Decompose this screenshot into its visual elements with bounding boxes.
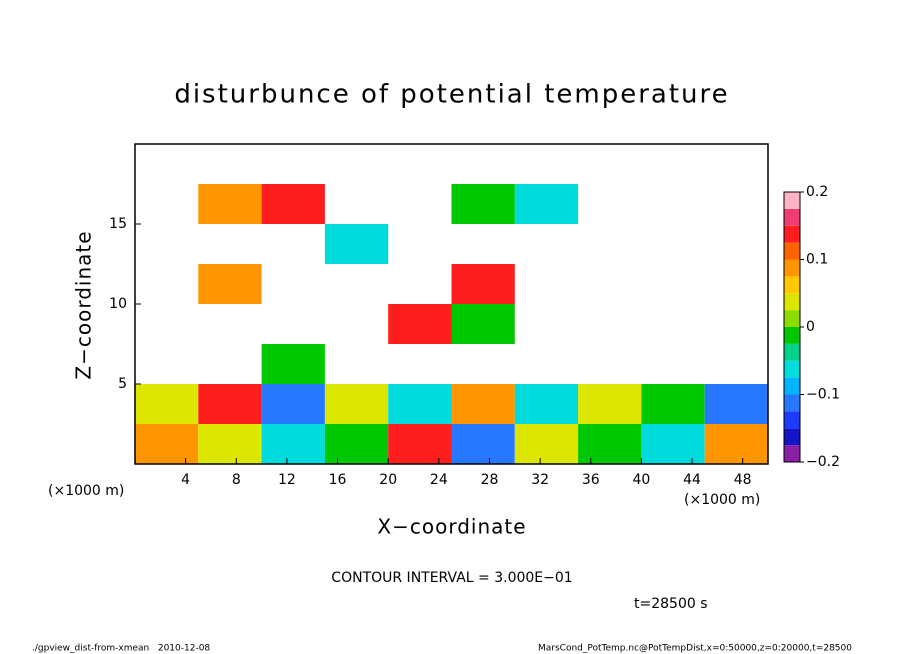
chart-title: disturbunce of potential temperature [174, 80, 729, 110]
colorbar-segment [784, 310, 800, 327]
time-label: t=28500 s [634, 596, 708, 612]
x-tick-label: 24 [430, 472, 448, 488]
footer-right: MarsCond_PotTemp.nc@PotTempDist,x=0:5000… [538, 644, 852, 654]
heat-cell [388, 304, 452, 344]
x-tick-label: 44 [683, 472, 701, 488]
x-unit-label: (×1000 m) [48, 483, 124, 499]
colorbar-segment [784, 208, 800, 226]
heat-cell [261, 384, 325, 424]
heat-cell [324, 384, 389, 424]
heat-cell [324, 424, 389, 464]
x-unit-label: (×1000 m) [684, 492, 760, 508]
heat-cell [514, 184, 579, 224]
heat-cell [388, 424, 452, 464]
heat-cell [641, 384, 705, 424]
colorbar-tick-label: 0 [806, 319, 815, 335]
x-tick-label: 4 [181, 472, 190, 488]
heat-cell [704, 384, 768, 424]
colorbar-segment [784, 259, 800, 277]
heat-cell [451, 424, 515, 464]
heat-cell [135, 384, 199, 424]
colorbar-segment [784, 445, 800, 462]
x-tick-label: 20 [379, 472, 397, 488]
heat-cell [198, 384, 262, 424]
y-tick-label: 15 [109, 216, 127, 232]
heat-cell [198, 184, 262, 224]
colorbar-segment [784, 225, 800, 243]
footer-left: ./gpview_dist-from-xmean 2010-12-08 [32, 644, 210, 654]
heat-cell [388, 384, 452, 424]
heat-cell [451, 304, 515, 344]
colorbar-tick-label: 0.2 [806, 184, 828, 200]
heat-cell [135, 424, 199, 464]
colorbar-segment [784, 377, 800, 395]
heat-cell [578, 424, 642, 464]
x-tick-label: 12 [278, 472, 296, 488]
colorbar-segment [784, 293, 800, 311]
heat-cell [514, 424, 579, 464]
heat-cell [641, 424, 705, 464]
colorbar-segment [784, 192, 800, 209]
colorbar-segment [784, 343, 800, 361]
heat-cell [198, 424, 262, 464]
y-tick-label: 5 [118, 376, 127, 392]
colorbar-segment [784, 327, 800, 344]
x-tick-label: 8 [232, 472, 241, 488]
heat-cell [578, 384, 642, 424]
colorbar-segment [784, 411, 800, 429]
heat-cell [451, 264, 515, 304]
colorbar-tick-label: −0.2 [806, 454, 840, 470]
contour-note: CONTOUR INTERVAL = 3.000E−01 [331, 570, 572, 586]
colorbar-tick-label: −0.1 [806, 387, 840, 403]
y-tick-label: 10 [109, 296, 127, 312]
x-tick-label: 28 [481, 472, 499, 488]
heat-cell [261, 184, 325, 224]
heat-cell [704, 424, 768, 464]
heat-cell [451, 184, 515, 224]
colorbar-segment [784, 428, 800, 446]
colorbar-tick-label: 0.1 [806, 252, 828, 268]
x-tick-label: 16 [329, 472, 347, 488]
x-tick-label: 48 [734, 472, 752, 488]
colorbar-segment [784, 360, 800, 378]
x-tick-label: 40 [632, 472, 650, 488]
x-axis-label: X−coordinate [377, 515, 526, 539]
x-tick-label: 36 [582, 472, 600, 488]
x-tick-label: 32 [531, 472, 549, 488]
heat-cell [261, 424, 325, 464]
heat-cell [514, 384, 579, 424]
heat-cell [198, 264, 262, 304]
heat-cell [451, 384, 515, 424]
colorbar-segment [784, 276, 800, 294]
colorbar-segment [784, 242, 800, 260]
heat-cell [324, 224, 389, 264]
heat-cell [261, 344, 325, 384]
colorbar-segment [784, 394, 800, 412]
y-axis-label: Z−coordinate [72, 230, 96, 379]
